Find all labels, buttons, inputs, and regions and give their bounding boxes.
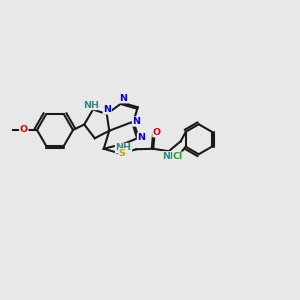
Text: O: O	[20, 125, 28, 134]
Text: N: N	[133, 117, 140, 126]
Text: NH: NH	[83, 100, 99, 109]
Text: O: O	[153, 128, 161, 137]
Text: Cl: Cl	[173, 152, 183, 161]
Text: N: N	[103, 105, 111, 114]
Text: NH: NH	[116, 143, 131, 152]
Text: N: N	[119, 94, 128, 103]
Text: N: N	[137, 133, 146, 142]
Text: NH: NH	[162, 152, 178, 161]
Text: S: S	[119, 149, 126, 158]
